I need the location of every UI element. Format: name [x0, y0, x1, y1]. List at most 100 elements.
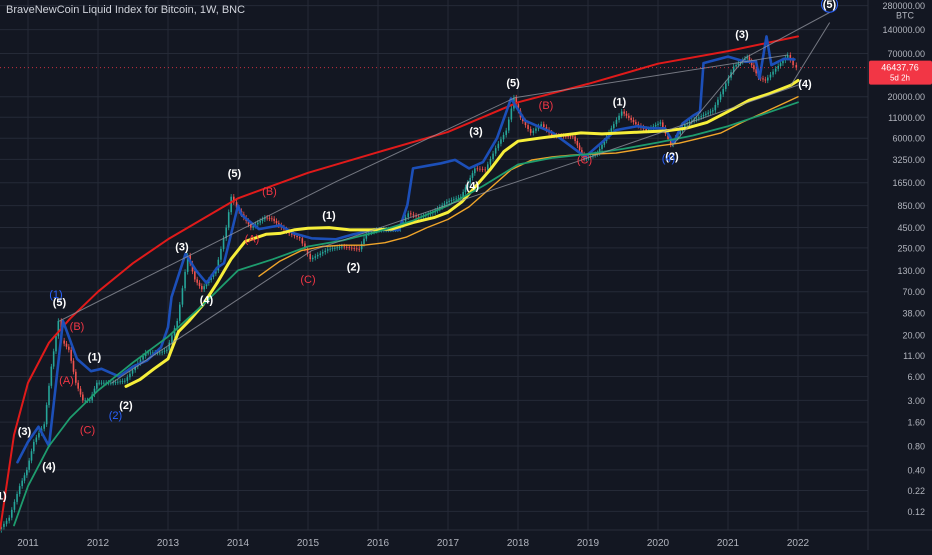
candle-body	[89, 400, 91, 402]
x-tick-label: 2012	[87, 538, 110, 549]
candle-body	[98, 382, 100, 384]
candle-body	[21, 480, 23, 487]
wave-labels: (5)(3)(4)(5)(1)(B)(3)(C) (2)(4)(1)(2)(C)(…	[0, 0, 838, 502]
candle-body	[489, 158, 492, 165]
candle-body	[545, 127, 548, 130]
candle-body	[702, 114, 705, 117]
candle-body	[598, 148, 601, 154]
candle-body	[198, 282, 201, 287]
wave-label: (C)	[577, 154, 592, 166]
x-tick-label: 2013	[157, 538, 180, 549]
candle-body	[225, 227, 227, 239]
last-price-countdown: 5d 2h	[890, 74, 910, 83]
candle-body	[163, 350, 166, 352]
candle-body	[48, 385, 50, 406]
wave-label: (C)	[80, 424, 95, 436]
y-tick-label: 70.00	[902, 287, 925, 297]
wave-label: (B)	[539, 100, 554, 112]
candle-body	[625, 113, 628, 116]
candle-body	[753, 65, 755, 70]
candle-body	[326, 249, 329, 251]
wave-label: (4)	[798, 79, 812, 91]
candle-body	[28, 460, 30, 470]
candle-body	[532, 130, 535, 133]
candle-body	[321, 252, 324, 254]
wave-label: (1)	[88, 352, 102, 364]
candle-body	[336, 247, 338, 249]
candle-body	[13, 501, 16, 510]
candle-body	[117, 381, 119, 383]
candle-body	[725, 83, 727, 89]
wave-label: (2)	[347, 261, 361, 273]
candle-body	[613, 124, 615, 129]
candle-body	[695, 118, 698, 120]
candle-body	[462, 192, 464, 197]
candle-body	[298, 237, 301, 239]
candle-body	[79, 388, 82, 395]
candle-body	[341, 246, 343, 248]
candle-body	[505, 130, 507, 135]
candle-body	[35, 437, 38, 442]
candle-body	[487, 164, 489, 170]
candle-body	[755, 69, 757, 74]
candle-body	[309, 253, 311, 260]
candle-body	[126, 377, 129, 381]
wave-label: (B)	[70, 321, 85, 333]
candle-body	[329, 248, 331, 250]
candle-body	[507, 119, 510, 131]
wave-label: (2)	[119, 400, 133, 412]
candle-body	[334, 247, 336, 249]
drawing-lines	[0, 12, 830, 531]
candle-body	[474, 168, 476, 174]
candle-body	[717, 99, 719, 105]
wave-label: (B)	[262, 186, 277, 198]
candle-body	[203, 286, 205, 290]
candle-body	[194, 271, 196, 280]
x-tick-label: 2018	[507, 538, 530, 549]
candle-body	[26, 469, 28, 476]
wave-label: (1)	[613, 96, 627, 108]
candle-body	[484, 169, 486, 171]
candle-body	[65, 343, 68, 347]
candle-body	[142, 356, 144, 360]
candle-body	[662, 122, 664, 128]
last-price-value: 46437.76	[881, 63, 919, 73]
y-tick-label: 3250.00	[892, 155, 925, 165]
candle-body	[789, 54, 792, 61]
candle-body	[131, 370, 134, 374]
candle-body	[338, 246, 341, 248]
candle-body	[296, 235, 298, 238]
wave-label: (5)	[53, 297, 67, 309]
last-price-tag	[869, 60, 932, 85]
candle-body	[737, 63, 740, 65]
candle-body	[576, 140, 579, 146]
candle-body	[623, 111, 625, 114]
candle-body	[5, 520, 8, 524]
candle-body	[550, 132, 553, 136]
y-tick-label: 20.00	[902, 330, 925, 340]
candle-body	[55, 336, 57, 352]
candle-body	[412, 214, 415, 216]
candle-body	[152, 352, 154, 354]
gray-line	[59, 54, 788, 322]
candle-body	[464, 187, 467, 193]
candle-body	[147, 352, 149, 354]
wave-label: (4)	[42, 461, 56, 473]
candle-body	[247, 220, 250, 225]
candle-body	[348, 247, 351, 249]
candle-body	[722, 88, 724, 95]
candle-body	[471, 173, 474, 178]
candle-body	[57, 320, 60, 337]
y-tick-label: 20000.00	[887, 92, 925, 102]
wave-label: (4)	[466, 181, 480, 193]
candle-body	[735, 64, 737, 67]
candle-body	[705, 113, 707, 115]
candle-body	[767, 77, 769, 81]
candle-body	[581, 149, 583, 155]
candle-body	[630, 117, 632, 121]
x-tick-label: 2015	[297, 538, 320, 549]
candle-body	[259, 220, 261, 223]
wave-label: (A)	[245, 234, 260, 246]
candle-body	[166, 349, 168, 351]
